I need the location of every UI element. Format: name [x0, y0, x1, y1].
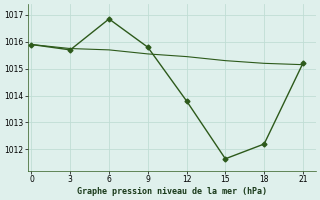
X-axis label: Graphe pression niveau de la mer (hPa): Graphe pression niveau de la mer (hPa)	[77, 187, 267, 196]
